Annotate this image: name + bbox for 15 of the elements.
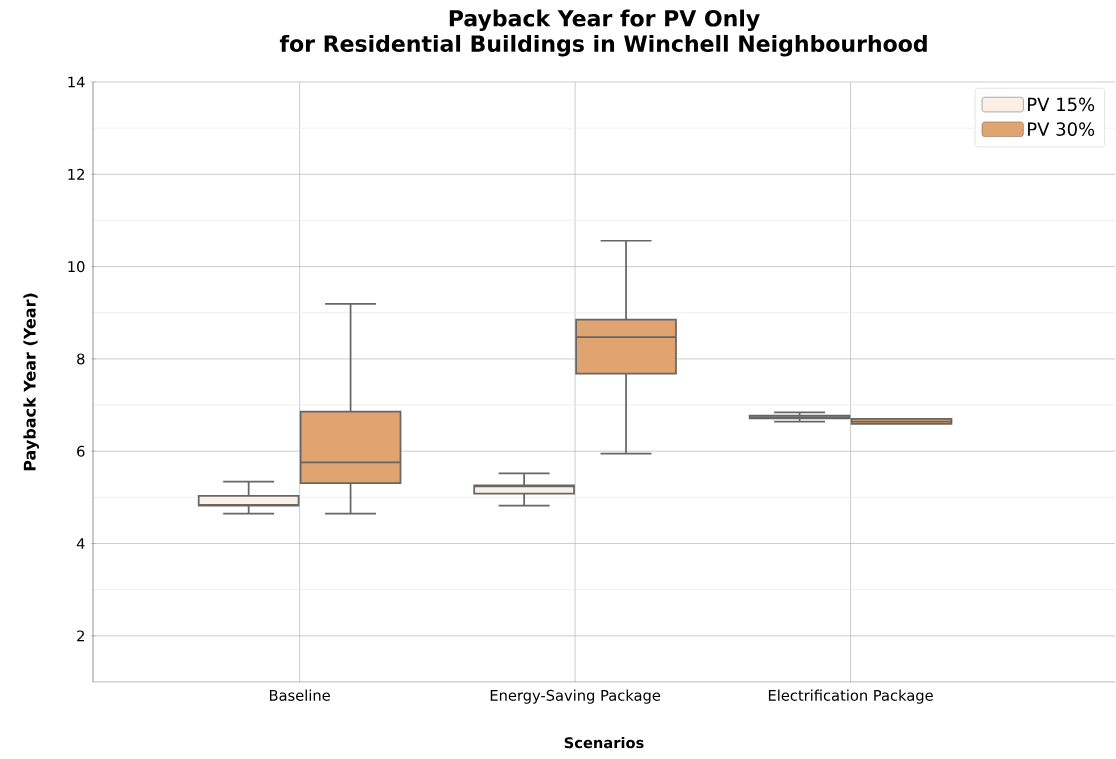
x-tick-label: Electrification Package — [768, 689, 933, 704]
x-axis-title: Scenarios — [564, 736, 644, 749]
x-tick-label: Baseline — [269, 689, 330, 701]
y-tick-label: 4 — [76, 538, 85, 549]
y-axis-title: Payback Year (Year) — [23, 293, 39, 471]
y-tick-label: 6 — [77, 445, 85, 457]
x-tick-label: Energy-Saving Package — [490, 689, 661, 704]
y-tick-label: 2 — [77, 630, 84, 642]
y-tick-label: 8 — [77, 353, 85, 365]
chart-title: Payback Year for PV Only for Residential Buildings in Winchell Neighbourhood — [279, 9, 927, 57]
y-tick-label: 10 — [68, 261, 85, 273]
y-tick-label: 12 — [68, 168, 84, 180]
y-tick-label: 14 — [68, 76, 85, 88]
legend-label: PV 15% — [1028, 97, 1095, 112]
legend-label: PV 30% — [1028, 122, 1095, 136]
